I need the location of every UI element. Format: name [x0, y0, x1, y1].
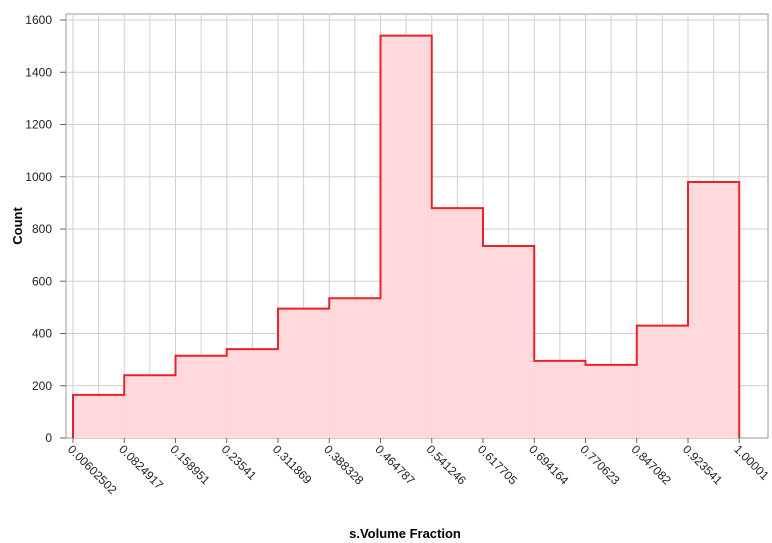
x-tick-label: 0.847082 [629, 442, 675, 488]
x-tick-label: 1.00001 [731, 442, 772, 483]
histogram-bar [329, 298, 381, 438]
y-tick-label: 800 [32, 222, 52, 236]
histogram-bar [73, 394, 125, 438]
y-tick-label: 400 [32, 327, 52, 341]
x-axis-title: s.Volume Fraction [349, 526, 461, 541]
y-tick-label: 200 [32, 379, 52, 393]
x-tick-label: 0.464787 [372, 442, 418, 488]
histogram-bar [585, 364, 637, 438]
y-tick-label: 1000 [25, 170, 52, 184]
y-tick-label: 1200 [25, 118, 52, 132]
y-axis-title: Count [10, 207, 25, 245]
x-tick-label: 0.541246 [424, 442, 470, 488]
histogram-bar [483, 245, 535, 438]
y-tick-label: 0 [45, 431, 52, 445]
x-tick-label: 0.23541 [219, 442, 260, 483]
x-tick-label: 0.388328 [321, 442, 367, 488]
x-tick-label: 0.770623 [577, 442, 623, 488]
histogram-bars [72, 34, 741, 439]
y-tick-label: 1600 [25, 13, 52, 27]
x-tick-label: 0.923541 [680, 442, 726, 488]
histogram-bar [534, 360, 586, 438]
histogram-bar [124, 375, 176, 438]
x-tick-label: 0.311869 [270, 442, 315, 487]
x-tick-label: 0.0824917 [116, 442, 166, 492]
y-axis-ticks: 0 200 400 600 800 1000 1200 1400 1600 [25, 13, 66, 445]
histogram-step-outline [72, 34, 741, 438]
x-tick-label: 0.617705 [475, 442, 521, 488]
histogram-bar [688, 181, 740, 438]
histogram-bar [278, 308, 330, 438]
histogram-bar [175, 355, 227, 438]
histogram-bar [380, 35, 432, 439]
x-tick-label: 0.158951 [167, 442, 213, 488]
x-tick-label: 0.694164 [526, 442, 572, 488]
histogram-bar [226, 349, 278, 438]
histogram-bar [636, 325, 688, 438]
y-tick-label: 1400 [25, 65, 52, 79]
y-tick-label: 600 [32, 274, 52, 288]
x-tick-label: 0.00602502 [65, 442, 120, 497]
histogram-bar [431, 208, 483, 438]
